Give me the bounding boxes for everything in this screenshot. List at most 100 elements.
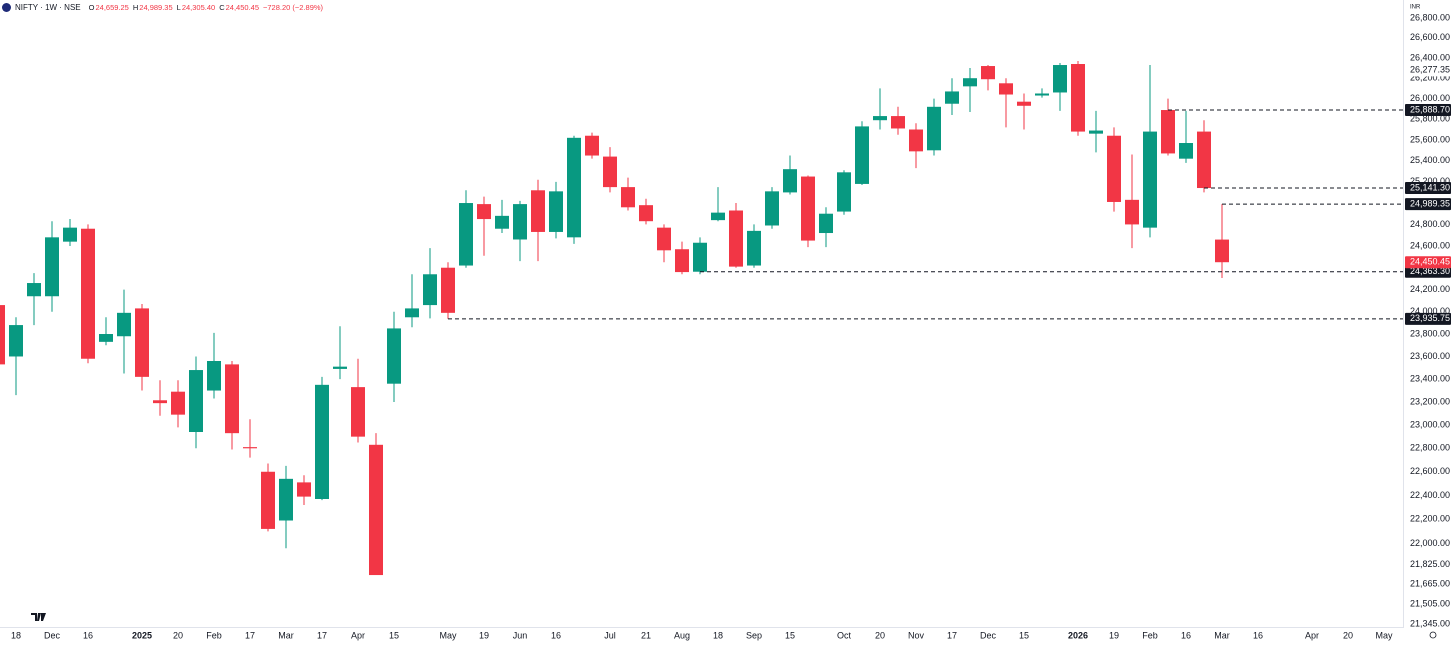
candle bbox=[171, 380, 185, 428]
x-tick-label: 18 bbox=[713, 630, 723, 640]
candle bbox=[333, 326, 347, 380]
ohlc-key: H bbox=[132, 2, 139, 12]
x-tick-label: 17 bbox=[317, 630, 327, 640]
y-tick-label: 22,200.00 bbox=[1410, 514, 1450, 524]
candle bbox=[207, 332, 221, 399]
price-line-label-box bbox=[1405, 182, 1451, 195]
y-tick-label: 22,400.00 bbox=[1410, 490, 1450, 500]
candle-body bbox=[1017, 101, 1031, 106]
candle-body bbox=[405, 308, 419, 318]
candle-body bbox=[963, 78, 977, 87]
candle-body bbox=[621, 187, 635, 208]
candle bbox=[873, 88, 887, 130]
candle bbox=[81, 224, 95, 364]
y-tick-label: 22,000.00 bbox=[1410, 538, 1450, 548]
ohlc-value: 24,450.45 bbox=[225, 2, 259, 12]
candle bbox=[351, 358, 365, 443]
x-tick-label: Nov bbox=[908, 630, 925, 640]
x-tick-label: Feb bbox=[206, 630, 222, 640]
y-tick-label: 23,000.00 bbox=[1410, 419, 1450, 429]
settings-icon[interactable] bbox=[1429, 631, 1437, 639]
y-tick-label: 25,600.00 bbox=[1410, 134, 1450, 144]
y-tick-label: 21,825.00 bbox=[1410, 559, 1450, 569]
ohlc-field: O 24,659.25 bbox=[89, 3, 129, 12]
candle-body bbox=[153, 400, 167, 404]
candle-body bbox=[513, 204, 527, 240]
candle-body bbox=[1179, 143, 1193, 159]
y-tick-label: 22,800.00 bbox=[1410, 443, 1450, 453]
x-tick-label: May bbox=[439, 630, 457, 640]
symbol-logo bbox=[2, 2, 11, 12]
candle-body bbox=[441, 267, 455, 313]
x-tick-label: 20 bbox=[875, 630, 885, 640]
candle bbox=[819, 207, 833, 248]
candle bbox=[1053, 63, 1067, 111]
candle bbox=[513, 200, 527, 262]
candle bbox=[963, 68, 977, 112]
currency-label: INR bbox=[1410, 5, 1421, 11]
x-tick-label: 16 bbox=[1253, 630, 1263, 640]
candle bbox=[693, 237, 707, 275]
candle bbox=[99, 317, 113, 346]
x-tick-label: 21 bbox=[641, 630, 651, 640]
candle bbox=[729, 203, 743, 268]
price-line-label-box bbox=[1405, 104, 1451, 117]
candle-body bbox=[135, 308, 149, 377]
y-tick-label: 26,000.00 bbox=[1410, 93, 1450, 103]
candle-body bbox=[279, 478, 293, 521]
y-tick-label: 21,505.00 bbox=[1410, 598, 1450, 608]
ohlc-key: L bbox=[176, 2, 181, 12]
ohlc-field: H 24,989.35 bbox=[133, 3, 173, 12]
tv-logo bbox=[31, 613, 46, 621]
logo-shape bbox=[31, 613, 46, 621]
candle-body bbox=[225, 364, 239, 434]
candle-body bbox=[387, 328, 401, 384]
x-tick-label: 15 bbox=[1019, 630, 1029, 640]
candle-body bbox=[495, 215, 509, 229]
candle bbox=[837, 170, 851, 215]
candle bbox=[855, 121, 869, 185]
y-tick-label: 25,200.00 bbox=[1410, 176, 1450, 186]
x-tick-label: Feb bbox=[1142, 630, 1158, 640]
candle bbox=[153, 380, 167, 416]
candle bbox=[45, 221, 59, 312]
y-tick-label: 26,400.00 bbox=[1410, 52, 1450, 62]
last-price-box bbox=[1405, 256, 1451, 269]
candle bbox=[261, 463, 275, 532]
candle-body bbox=[459, 203, 473, 266]
symbol-title: NIFTY · 1W · NSE bbox=[15, 2, 81, 12]
candles bbox=[0, 60, 1229, 576]
candle bbox=[63, 219, 77, 246]
y-tick-label: 26,800.00 bbox=[1410, 12, 1450, 22]
candle bbox=[801, 175, 815, 248]
candle bbox=[999, 78, 1013, 128]
x-tick-label: Mar bbox=[1214, 630, 1230, 640]
candle-body bbox=[693, 242, 707, 272]
candle-body bbox=[45, 237, 59, 297]
candle bbox=[675, 241, 689, 275]
x-tick-label: Dec bbox=[980, 630, 997, 640]
y-tick-label: 25,800.00 bbox=[1410, 114, 1450, 124]
candle bbox=[783, 155, 797, 195]
candle-body bbox=[657, 227, 671, 251]
candle bbox=[621, 177, 635, 211]
candle-body bbox=[315, 384, 329, 499]
x-tick-label: Apr bbox=[351, 630, 365, 640]
candle-body bbox=[27, 283, 41, 297]
candle-body bbox=[207, 360, 221, 391]
candle-body bbox=[981, 66, 995, 80]
candle-body bbox=[675, 249, 689, 273]
candle bbox=[927, 98, 941, 156]
candle-body bbox=[351, 387, 365, 437]
candle bbox=[1179, 110, 1193, 163]
candle bbox=[27, 273, 41, 326]
candle bbox=[585, 132, 599, 159]
x-tick-label: 17 bbox=[947, 630, 957, 640]
x-tick-label: 2026 bbox=[1068, 630, 1088, 640]
settings-gear[interactable] bbox=[1429, 631, 1437, 639]
y-tick-label: 23,200.00 bbox=[1410, 396, 1450, 406]
candle-body bbox=[801, 176, 815, 241]
candle-body bbox=[1053, 65, 1067, 93]
candle-body bbox=[117, 312, 131, 337]
